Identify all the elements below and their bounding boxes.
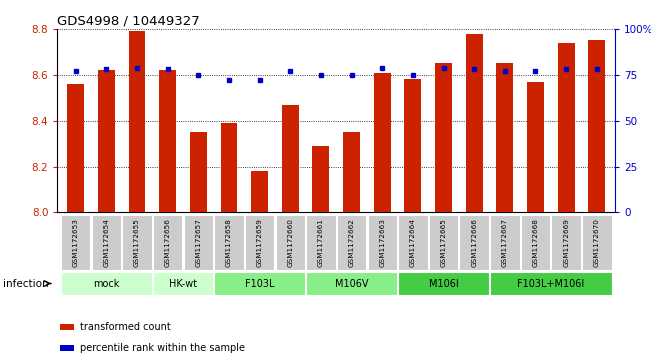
Text: infection: infection	[3, 278, 49, 289]
FancyBboxPatch shape	[306, 272, 397, 295]
Text: percentile rank within the sample: percentile rank within the sample	[79, 343, 245, 353]
FancyBboxPatch shape	[214, 272, 305, 295]
FancyBboxPatch shape	[551, 215, 581, 270]
Text: F103L+M106I: F103L+M106I	[517, 278, 585, 289]
Text: GSM1172668: GSM1172668	[533, 218, 538, 267]
FancyBboxPatch shape	[245, 215, 274, 270]
Text: GSM1172669: GSM1172669	[563, 218, 569, 267]
Text: GSM1172658: GSM1172658	[226, 218, 232, 267]
FancyBboxPatch shape	[582, 215, 611, 270]
FancyBboxPatch shape	[92, 215, 121, 270]
FancyBboxPatch shape	[368, 215, 397, 270]
Bar	[374, 73, 391, 212]
Bar	[98, 70, 115, 212]
Text: GSM1172665: GSM1172665	[441, 218, 447, 267]
Bar	[343, 132, 360, 212]
Text: M106I: M106I	[428, 278, 458, 289]
FancyBboxPatch shape	[337, 215, 367, 270]
Bar	[221, 123, 238, 212]
Bar	[465, 34, 482, 212]
Text: GSM1172667: GSM1172667	[502, 218, 508, 267]
Text: GSM1172656: GSM1172656	[165, 218, 171, 267]
Bar	[251, 171, 268, 212]
Text: GSM1172653: GSM1172653	[73, 218, 79, 267]
FancyBboxPatch shape	[184, 215, 213, 270]
Text: GSM1172655: GSM1172655	[134, 218, 140, 267]
Text: M106V: M106V	[335, 278, 368, 289]
FancyBboxPatch shape	[398, 272, 489, 295]
Bar	[190, 132, 207, 212]
FancyBboxPatch shape	[306, 215, 336, 270]
Text: mock: mock	[93, 278, 120, 289]
FancyBboxPatch shape	[521, 215, 550, 270]
Text: GSM1172660: GSM1172660	[287, 218, 293, 267]
Bar	[312, 146, 329, 212]
Bar	[435, 64, 452, 212]
Text: GSM1172670: GSM1172670	[594, 218, 600, 267]
FancyBboxPatch shape	[153, 215, 182, 270]
Bar	[527, 82, 544, 212]
FancyBboxPatch shape	[61, 215, 90, 270]
Bar	[60, 345, 74, 351]
Text: GSM1172664: GSM1172664	[410, 218, 416, 267]
Bar	[558, 43, 575, 212]
Text: GSM1172661: GSM1172661	[318, 218, 324, 267]
Text: GSM1172654: GSM1172654	[104, 218, 109, 267]
FancyBboxPatch shape	[429, 215, 458, 270]
Text: GSM1172663: GSM1172663	[380, 218, 385, 267]
Text: GDS4998 / 10449327: GDS4998 / 10449327	[57, 15, 200, 28]
Text: F103L: F103L	[245, 278, 274, 289]
Text: GSM1172666: GSM1172666	[471, 218, 477, 267]
Text: GSM1172659: GSM1172659	[256, 218, 262, 267]
Bar	[404, 79, 421, 212]
Bar	[60, 325, 74, 330]
FancyBboxPatch shape	[490, 272, 611, 295]
Bar	[128, 31, 145, 212]
Bar	[159, 70, 176, 212]
FancyBboxPatch shape	[214, 215, 243, 270]
Text: GSM1172657: GSM1172657	[195, 218, 201, 267]
Text: HK-wt: HK-wt	[169, 278, 197, 289]
Text: GSM1172662: GSM1172662	[348, 218, 355, 267]
Bar	[282, 105, 299, 212]
Bar	[589, 41, 605, 212]
FancyBboxPatch shape	[153, 272, 213, 295]
Bar	[497, 64, 513, 212]
FancyBboxPatch shape	[398, 215, 428, 270]
FancyBboxPatch shape	[122, 215, 152, 270]
Text: transformed count: transformed count	[79, 322, 171, 332]
FancyBboxPatch shape	[275, 215, 305, 270]
Bar	[67, 84, 84, 212]
FancyBboxPatch shape	[61, 272, 152, 295]
FancyBboxPatch shape	[460, 215, 489, 270]
FancyBboxPatch shape	[490, 215, 519, 270]
